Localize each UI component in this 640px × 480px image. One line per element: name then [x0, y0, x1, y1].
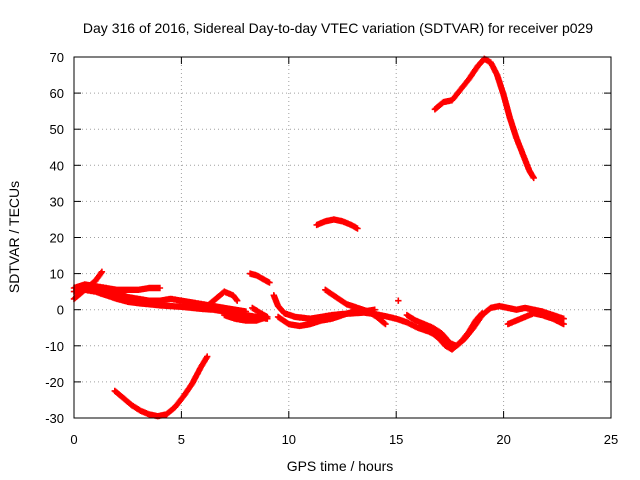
- chart-title: Day 316 of 2016, Sidereal Day-to-day VTE…: [83, 20, 593, 36]
- data-point-markers: [313, 216, 361, 232]
- series-segment-10: [313, 216, 361, 232]
- series-segment-16: [431, 55, 537, 182]
- series-segment-7: [246, 270, 273, 286]
- x-tick-label: 5: [178, 432, 185, 447]
- y-tick-label: -30: [45, 411, 64, 426]
- data-point-markers: [431, 55, 537, 182]
- x-axis-title: GPS time / hours: [287, 458, 394, 474]
- x-tick-label: 25: [604, 432, 618, 447]
- data-point-markers: [92, 284, 249, 315]
- data-point-markers: [204, 288, 241, 310]
- series-segment-5: [204, 288, 241, 310]
- data-point-markers: [322, 286, 389, 328]
- series-segment-17: [111, 353, 211, 420]
- series-segment-15: [504, 310, 567, 328]
- x-tick-label: 20: [496, 432, 510, 447]
- y-tick-label: 50: [50, 122, 64, 137]
- y-tick-label: 60: [50, 86, 64, 101]
- y-tick-label: 70: [50, 50, 64, 65]
- data-point-markers: [111, 353, 211, 420]
- series-segment-11: [322, 286, 389, 328]
- data-point-markers: [504, 310, 567, 328]
- y-axis-title: SDTVAR / TECUs: [6, 181, 22, 293]
- x-tick-label: 0: [70, 432, 77, 447]
- x-tick-label: 10: [282, 432, 296, 447]
- data-point-markers: [221, 304, 271, 324]
- data-point-markers: [418, 310, 486, 353]
- y-tick-label: -10: [45, 339, 64, 354]
- x-tick-label: 15: [389, 432, 403, 447]
- y-tick-label: -20: [45, 375, 64, 390]
- y-tick-label: 20: [50, 231, 64, 246]
- series-segment-6: [221, 304, 271, 324]
- grid: [74, 57, 611, 418]
- data-point-markers: [395, 297, 402, 304]
- y-tick-label: 30: [50, 194, 64, 209]
- tick-labels: 0 5 10 15 20 25 -30 -20 -10 0 10 20 30 40 50 60 70: [45, 50, 618, 447]
- y-tick-label: 0: [57, 303, 64, 318]
- y-tick-label: 40: [50, 158, 64, 173]
- data-series: [70, 55, 567, 420]
- data-point-markers: [246, 270, 273, 286]
- series-segment-14: [418, 310, 486, 353]
- axis-ticks: [73, 56, 612, 419]
- series-segment-4: [92, 284, 249, 315]
- y-tick-label: 10: [50, 267, 64, 282]
- series-segment-12: [395, 297, 402, 304]
